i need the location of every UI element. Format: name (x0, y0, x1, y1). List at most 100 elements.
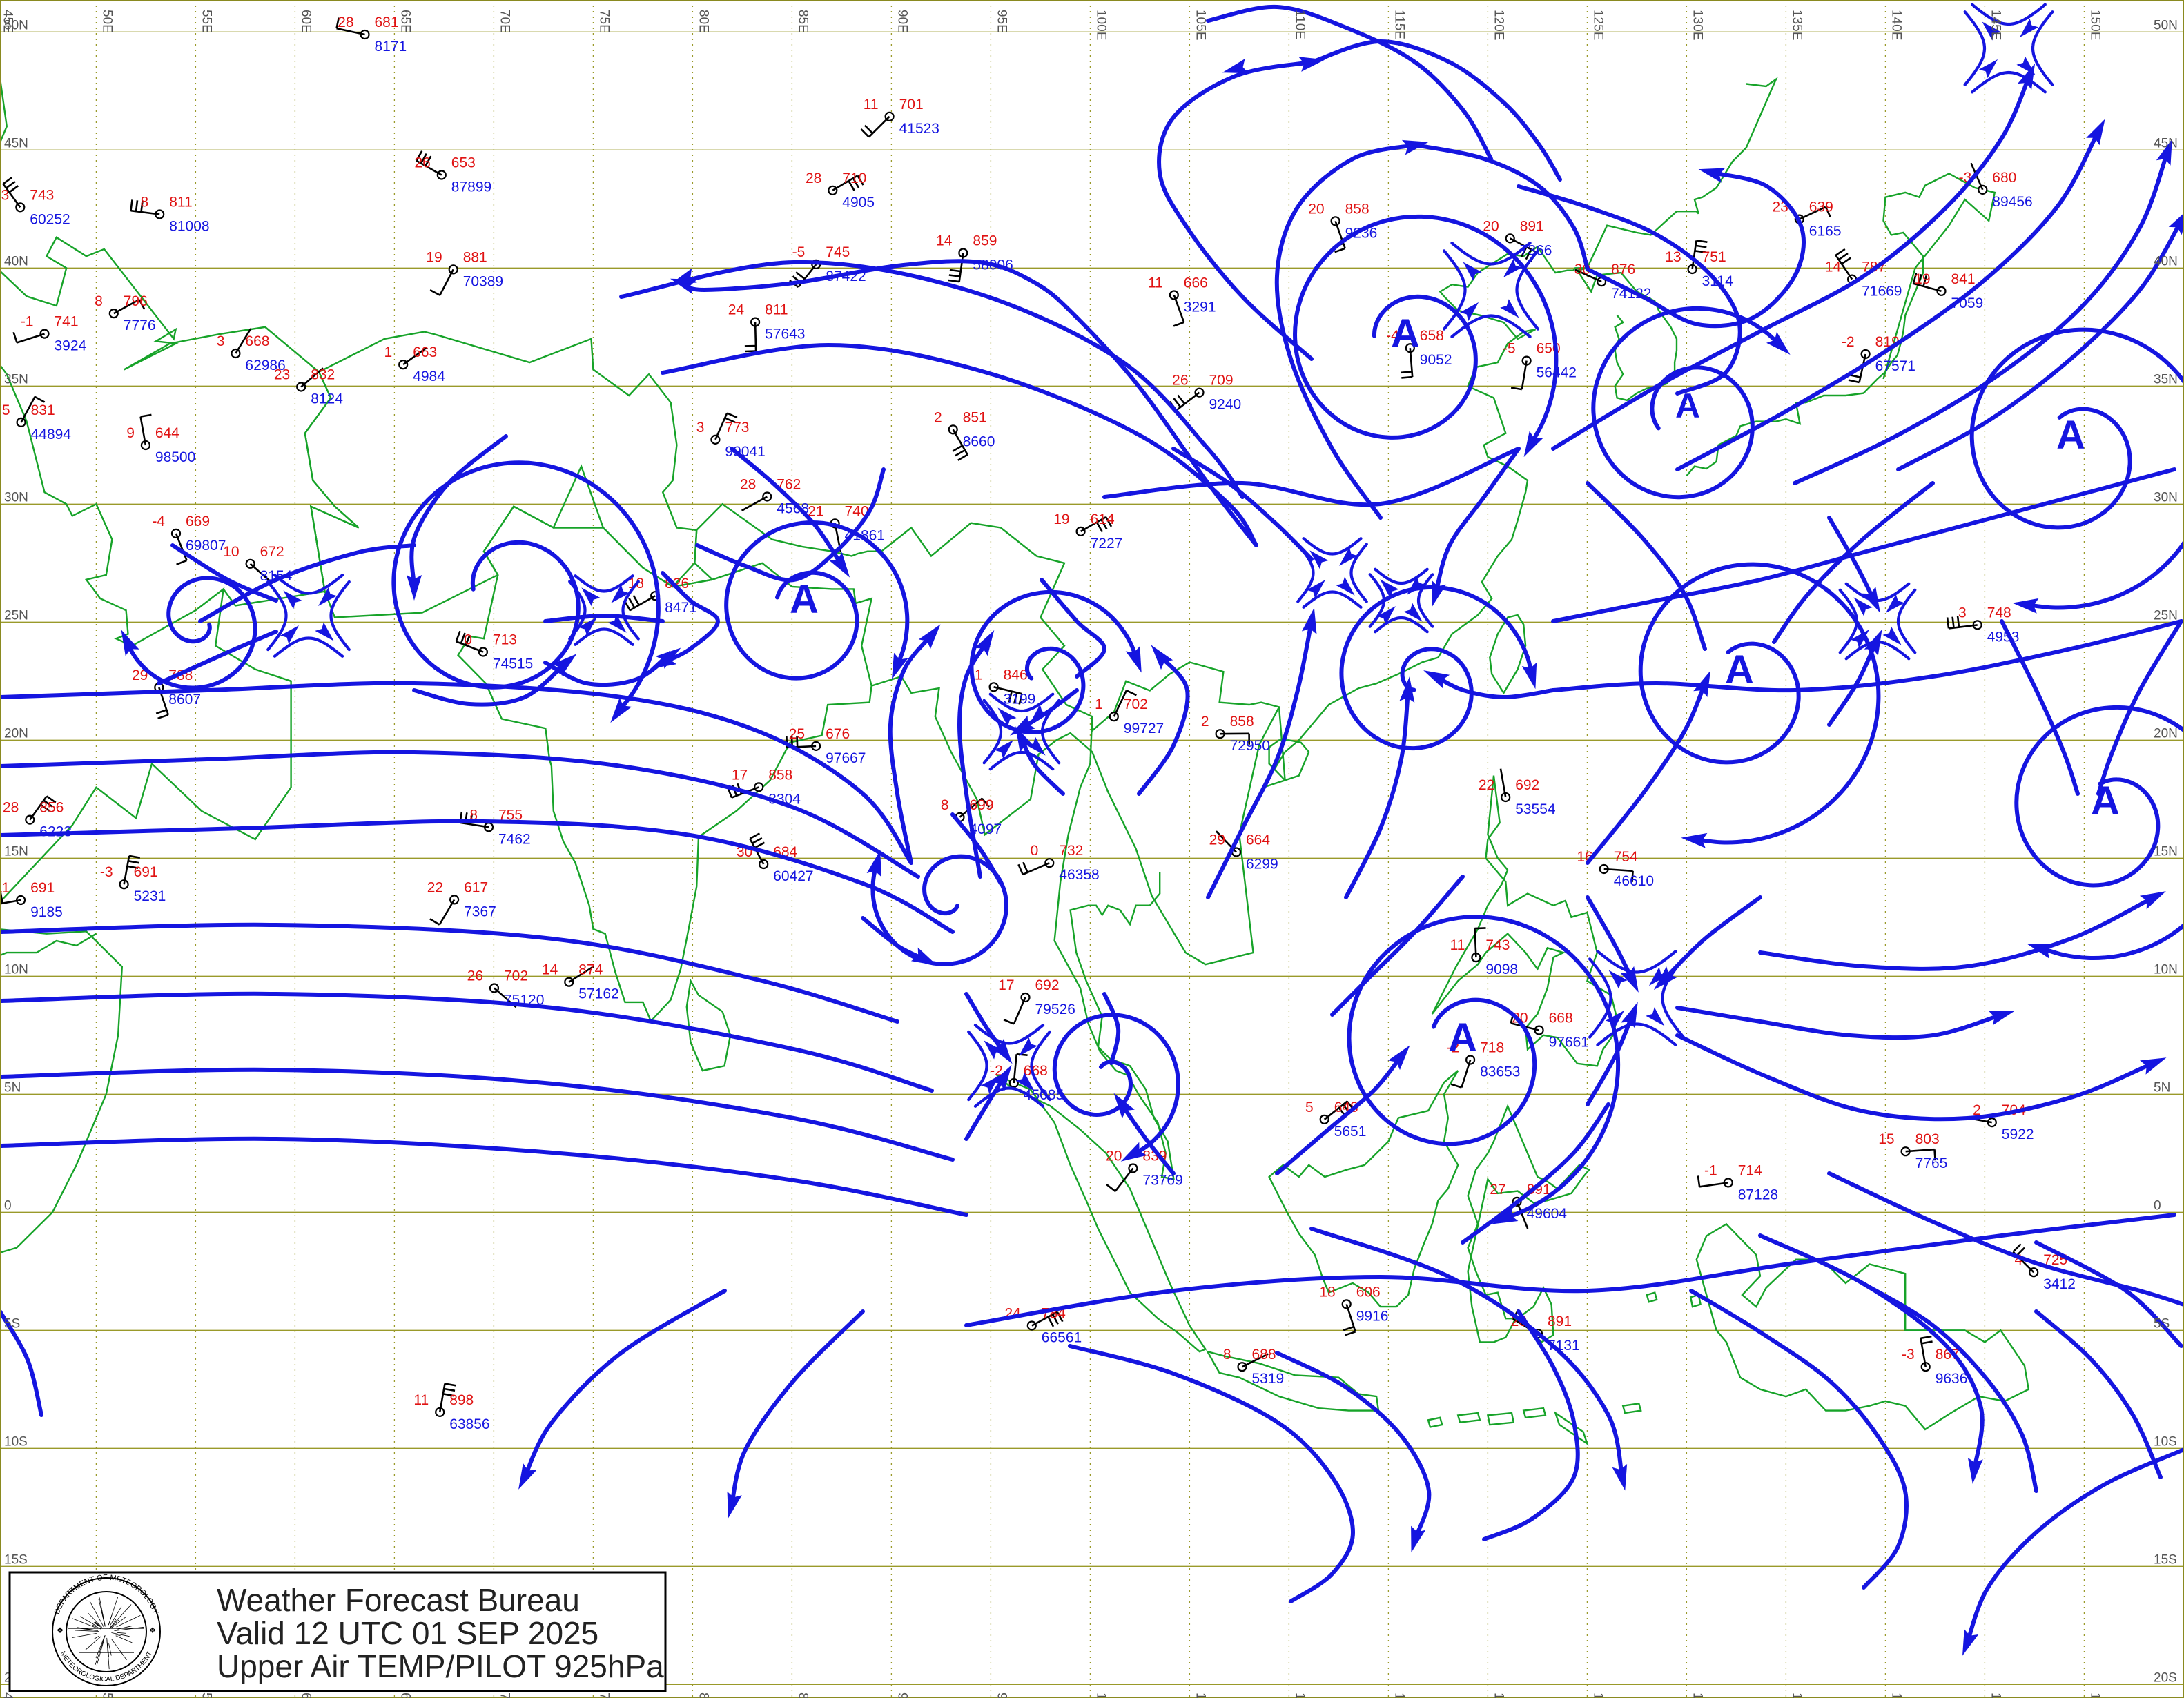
svg-text:75E: 75E (596, 10, 611, 33)
svg-text:95E: 95E (994, 10, 1008, 33)
svg-text:3199: 3199 (1004, 691, 1036, 707)
svg-text:50N: 50N (4, 18, 28, 32)
svg-text:115E: 115E (1392, 10, 1406, 39)
svg-text:-2: -2 (1842, 334, 1855, 350)
svg-text:20N: 20N (4, 726, 28, 741)
svg-text:11: 11 (0, 880, 10, 896)
svg-text:110E: 110E (1292, 10, 1307, 39)
svg-text:606: 606 (1356, 1284, 1381, 1300)
svg-text:7366: 7366 (1520, 242, 1552, 258)
svg-text:702: 702 (1124, 696, 1148, 712)
svg-text:9916: 9916 (1356, 1308, 1389, 1324)
svg-text:A: A (1448, 1015, 1477, 1060)
svg-text:668: 668 (1549, 1011, 1573, 1026)
svg-text:46358: 46358 (1059, 867, 1099, 883)
svg-text:691: 691 (30, 880, 55, 896)
svg-text:699: 699 (970, 797, 994, 813)
svg-text:8124: 8124 (311, 391, 343, 407)
svg-text:145E: 145E (1988, 1692, 2002, 1698)
svg-text:-3: -3 (1902, 1347, 1915, 1363)
svg-text:40N: 40N (4, 254, 28, 269)
svg-text:10S: 10S (2154, 1434, 2177, 1449)
svg-text:5S: 5S (2154, 1316, 2170, 1331)
svg-text:45E: 45E (0, 1692, 14, 1698)
svg-text:663: 663 (413, 344, 437, 360)
svg-text:66561: 66561 (1042, 1330, 1082, 1346)
svg-text:89456: 89456 (1992, 194, 2032, 210)
svg-text:73769: 73769 (1142, 1173, 1182, 1189)
svg-text:709: 709 (1209, 373, 1234, 389)
svg-text:3291: 3291 (1184, 300, 1216, 315)
svg-text:19: 19 (1914, 271, 1930, 287)
svg-text:28: 28 (338, 14, 353, 30)
svg-text:7765: 7765 (1915, 1155, 1948, 1171)
svg-text:A: A (2056, 413, 2085, 458)
svg-text:115E: 115E (1392, 1692, 1406, 1698)
svg-text:-3: -3 (100, 864, 113, 880)
svg-text:50E: 50E (99, 10, 114, 33)
svg-text:140E: 140E (1889, 10, 1903, 40)
svg-text:28: 28 (3, 800, 19, 816)
svg-text:9052: 9052 (1420, 352, 1452, 368)
svg-text:4905: 4905 (842, 195, 875, 211)
svg-text:743: 743 (1485, 937, 1510, 953)
svg-text:11: 11 (1148, 275, 1163, 291)
svg-text:-5: -5 (1503, 341, 1516, 357)
svg-text:9098: 9098 (1485, 962, 1518, 977)
svg-text:20N: 20N (2154, 726, 2178, 741)
svg-text:60252: 60252 (30, 211, 70, 227)
svg-text:28: 28 (740, 477, 756, 493)
svg-text:692: 692 (1515, 777, 1539, 793)
svg-text:26: 26 (467, 968, 483, 984)
svg-text:754: 754 (1614, 849, 1638, 865)
svg-text:5N: 5N (2154, 1080, 2170, 1095)
svg-text:65E: 65E (398, 1692, 412, 1698)
svg-text:130E: 130E (1690, 10, 1704, 40)
svg-text:A: A (790, 577, 819, 622)
svg-text:2: 2 (934, 409, 942, 425)
svg-text:713: 713 (493, 632, 517, 648)
svg-text:11: 11 (864, 97, 879, 113)
svg-text:858: 858 (1230, 714, 1254, 730)
svg-text:15N: 15N (2154, 844, 2178, 859)
svg-text:2: 2 (1201, 714, 1209, 730)
svg-text:57643: 57643 (765, 326, 805, 342)
svg-text:745: 745 (826, 244, 850, 260)
svg-text:891: 891 (1520, 218, 1544, 234)
svg-text:14: 14 (1825, 260, 1842, 275)
svg-text:832: 832 (311, 367, 335, 383)
svg-text:25N: 25N (4, 608, 28, 623)
svg-text:41523: 41523 (899, 121, 939, 137)
svg-text:10: 10 (223, 544, 239, 560)
svg-text:5651: 5651 (1334, 1124, 1367, 1140)
svg-text:0: 0 (2154, 1198, 2161, 1213)
svg-text:5: 5 (1305, 1100, 1314, 1115)
svg-text:644: 644 (155, 425, 179, 441)
svg-text:773: 773 (725, 420, 749, 436)
svg-text:18: 18 (1319, 1284, 1335, 1300)
svg-text:3924: 3924 (55, 338, 87, 354)
svg-text:20: 20 (1106, 1149, 1122, 1164)
svg-text:25: 25 (789, 726, 805, 742)
svg-text:80E: 80E (696, 1692, 710, 1698)
svg-text:30N: 30N (2154, 490, 2178, 505)
svg-text:98500: 98500 (155, 449, 195, 465)
svg-text:669: 669 (186, 514, 210, 529)
svg-text:6165: 6165 (1809, 224, 1842, 240)
svg-text:46610: 46610 (1614, 873, 1654, 889)
svg-text:732: 732 (1059, 843, 1083, 859)
svg-text:20: 20 (1308, 201, 1324, 217)
svg-text:63856: 63856 (449, 1416, 489, 1432)
svg-text:15: 15 (1878, 1131, 1894, 1147)
svg-text:3412: 3412 (2043, 1276, 2076, 1292)
svg-text:17: 17 (998, 977, 1014, 993)
svg-text:70E: 70E (497, 1692, 511, 1698)
svg-text:714: 714 (1738, 1162, 1762, 1178)
svg-text:60E: 60E (298, 10, 313, 33)
svg-text:97667: 97667 (826, 750, 866, 766)
svg-text:130E: 130E (1690, 1692, 1704, 1698)
svg-text:87128: 87128 (1738, 1187, 1778, 1202)
svg-text:75E: 75E (596, 1692, 611, 1698)
svg-text:140E: 140E (1889, 1692, 1903, 1698)
svg-text:15S: 15S (2154, 1552, 2177, 1567)
